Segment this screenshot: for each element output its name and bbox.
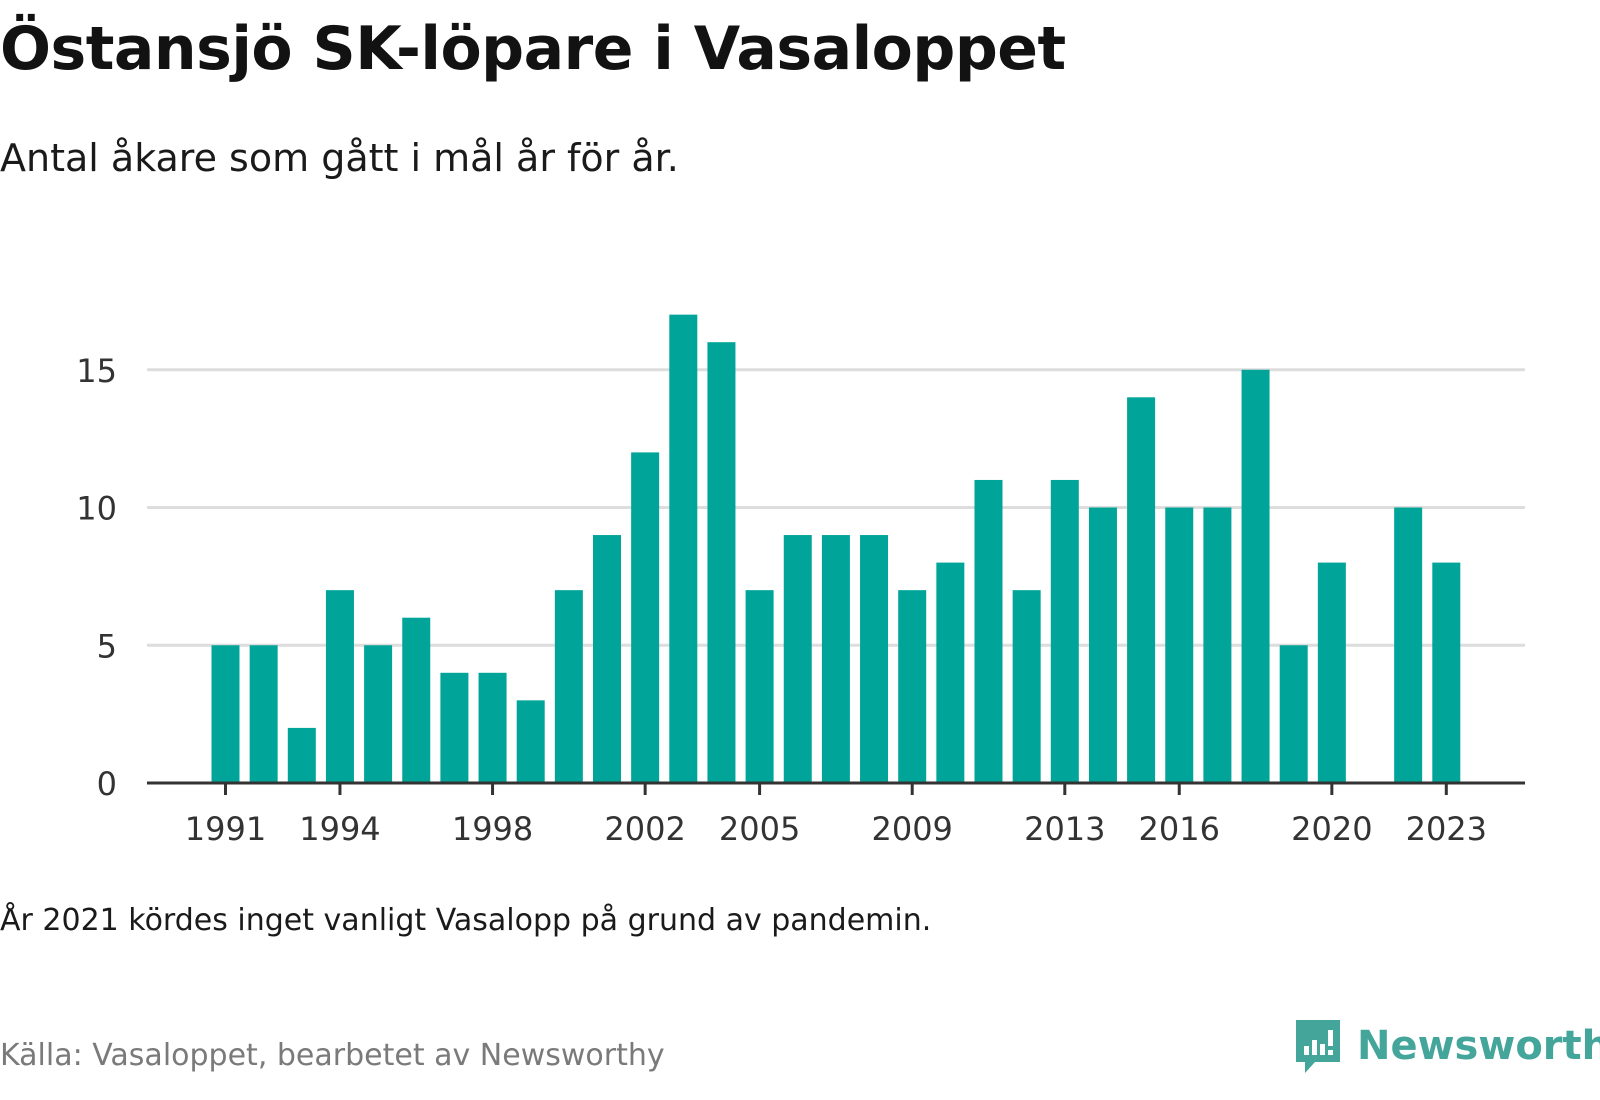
- bar-chart: 0 5 10 15 1991 1994 1998 2002 2005 2009 2013 2016 2…: [76, 314, 1525, 848]
- bar-2019: [1279, 645, 1308, 783]
- newsworthy-logo-icon: [1296, 1020, 1340, 1073]
- bar-1998: [478, 672, 507, 783]
- x-tick-label: 2005: [719, 810, 800, 848]
- bar-2003: [669, 314, 698, 783]
- bar-2020: [1317, 562, 1346, 783]
- bar-2002: [631, 452, 660, 783]
- x-tick-label: 2016: [1139, 810, 1220, 848]
- y-tick-label: 0: [97, 765, 117, 803]
- bar-2022: [1394, 507, 1423, 783]
- bar-2017: [1203, 507, 1232, 783]
- bar-2023: [1432, 562, 1461, 783]
- bars: [211, 314, 1461, 783]
- bar-1995: [364, 645, 393, 783]
- brand-name: Newsworthy: [1357, 1023, 1600, 1069]
- bar-1999: [516, 700, 545, 783]
- bar-2008: [860, 535, 889, 783]
- x-axis: 1991 1994 1998 2002 2005 2009 2013 2016 2020 2023: [147, 781, 1525, 848]
- x-tick-label: 2002: [604, 810, 685, 848]
- x-tick-label: 1994: [299, 810, 380, 848]
- bar-2018: [1241, 369, 1270, 783]
- x-tick-label: 2023: [1406, 810, 1487, 848]
- bar-2009: [898, 590, 927, 783]
- bar-2015: [1127, 397, 1156, 783]
- newsworthy-logo[interactable]: Newsworthy: [1293, 1017, 1600, 1075]
- y-tick-label: 15: [76, 352, 117, 390]
- bar-2010: [936, 562, 965, 783]
- chart-note: År 2021 kördes inget vanligt Vasalopp på…: [0, 903, 932, 938]
- x-tick-label: 2013: [1024, 810, 1105, 848]
- chart-title: Östansjö SK-löpare i Vasaloppet: [0, 14, 1066, 84]
- bar-1994: [325, 590, 354, 783]
- bar-1991: [211, 645, 240, 783]
- bar-1992: [249, 645, 278, 783]
- x-tick-label: 1991: [185, 810, 266, 848]
- bar-2014: [1088, 507, 1117, 783]
- bar-2012: [1012, 590, 1041, 783]
- source-credit: Källa: Vasaloppet, bearbetet av Newswort…: [0, 1038, 665, 1073]
- y-tick-label: 10: [76, 490, 117, 528]
- y-axis-labels: 0 5 10 15: [76, 352, 117, 803]
- x-tick-label: 2009: [871, 810, 952, 848]
- bar-2013: [1050, 479, 1079, 783]
- bar-2006: [783, 535, 812, 783]
- bar-2007: [821, 535, 850, 783]
- x-tick-label: 2020: [1291, 810, 1372, 848]
- x-tick-label: 1998: [452, 810, 533, 848]
- bar-1993: [287, 727, 316, 783]
- bar-1996: [402, 617, 431, 783]
- bar-1997: [440, 672, 469, 783]
- bar-2004: [707, 342, 736, 783]
- bar-2016: [1165, 507, 1194, 783]
- bar-2000: [554, 590, 583, 783]
- bar-2005: [745, 590, 774, 783]
- y-tick-label: 5: [97, 627, 117, 665]
- bar-2001: [593, 535, 621, 783]
- chart-subtitle: Antal åkare som gått i mål år för år.: [0, 136, 679, 180]
- bar-2011: [974, 479, 1003, 783]
